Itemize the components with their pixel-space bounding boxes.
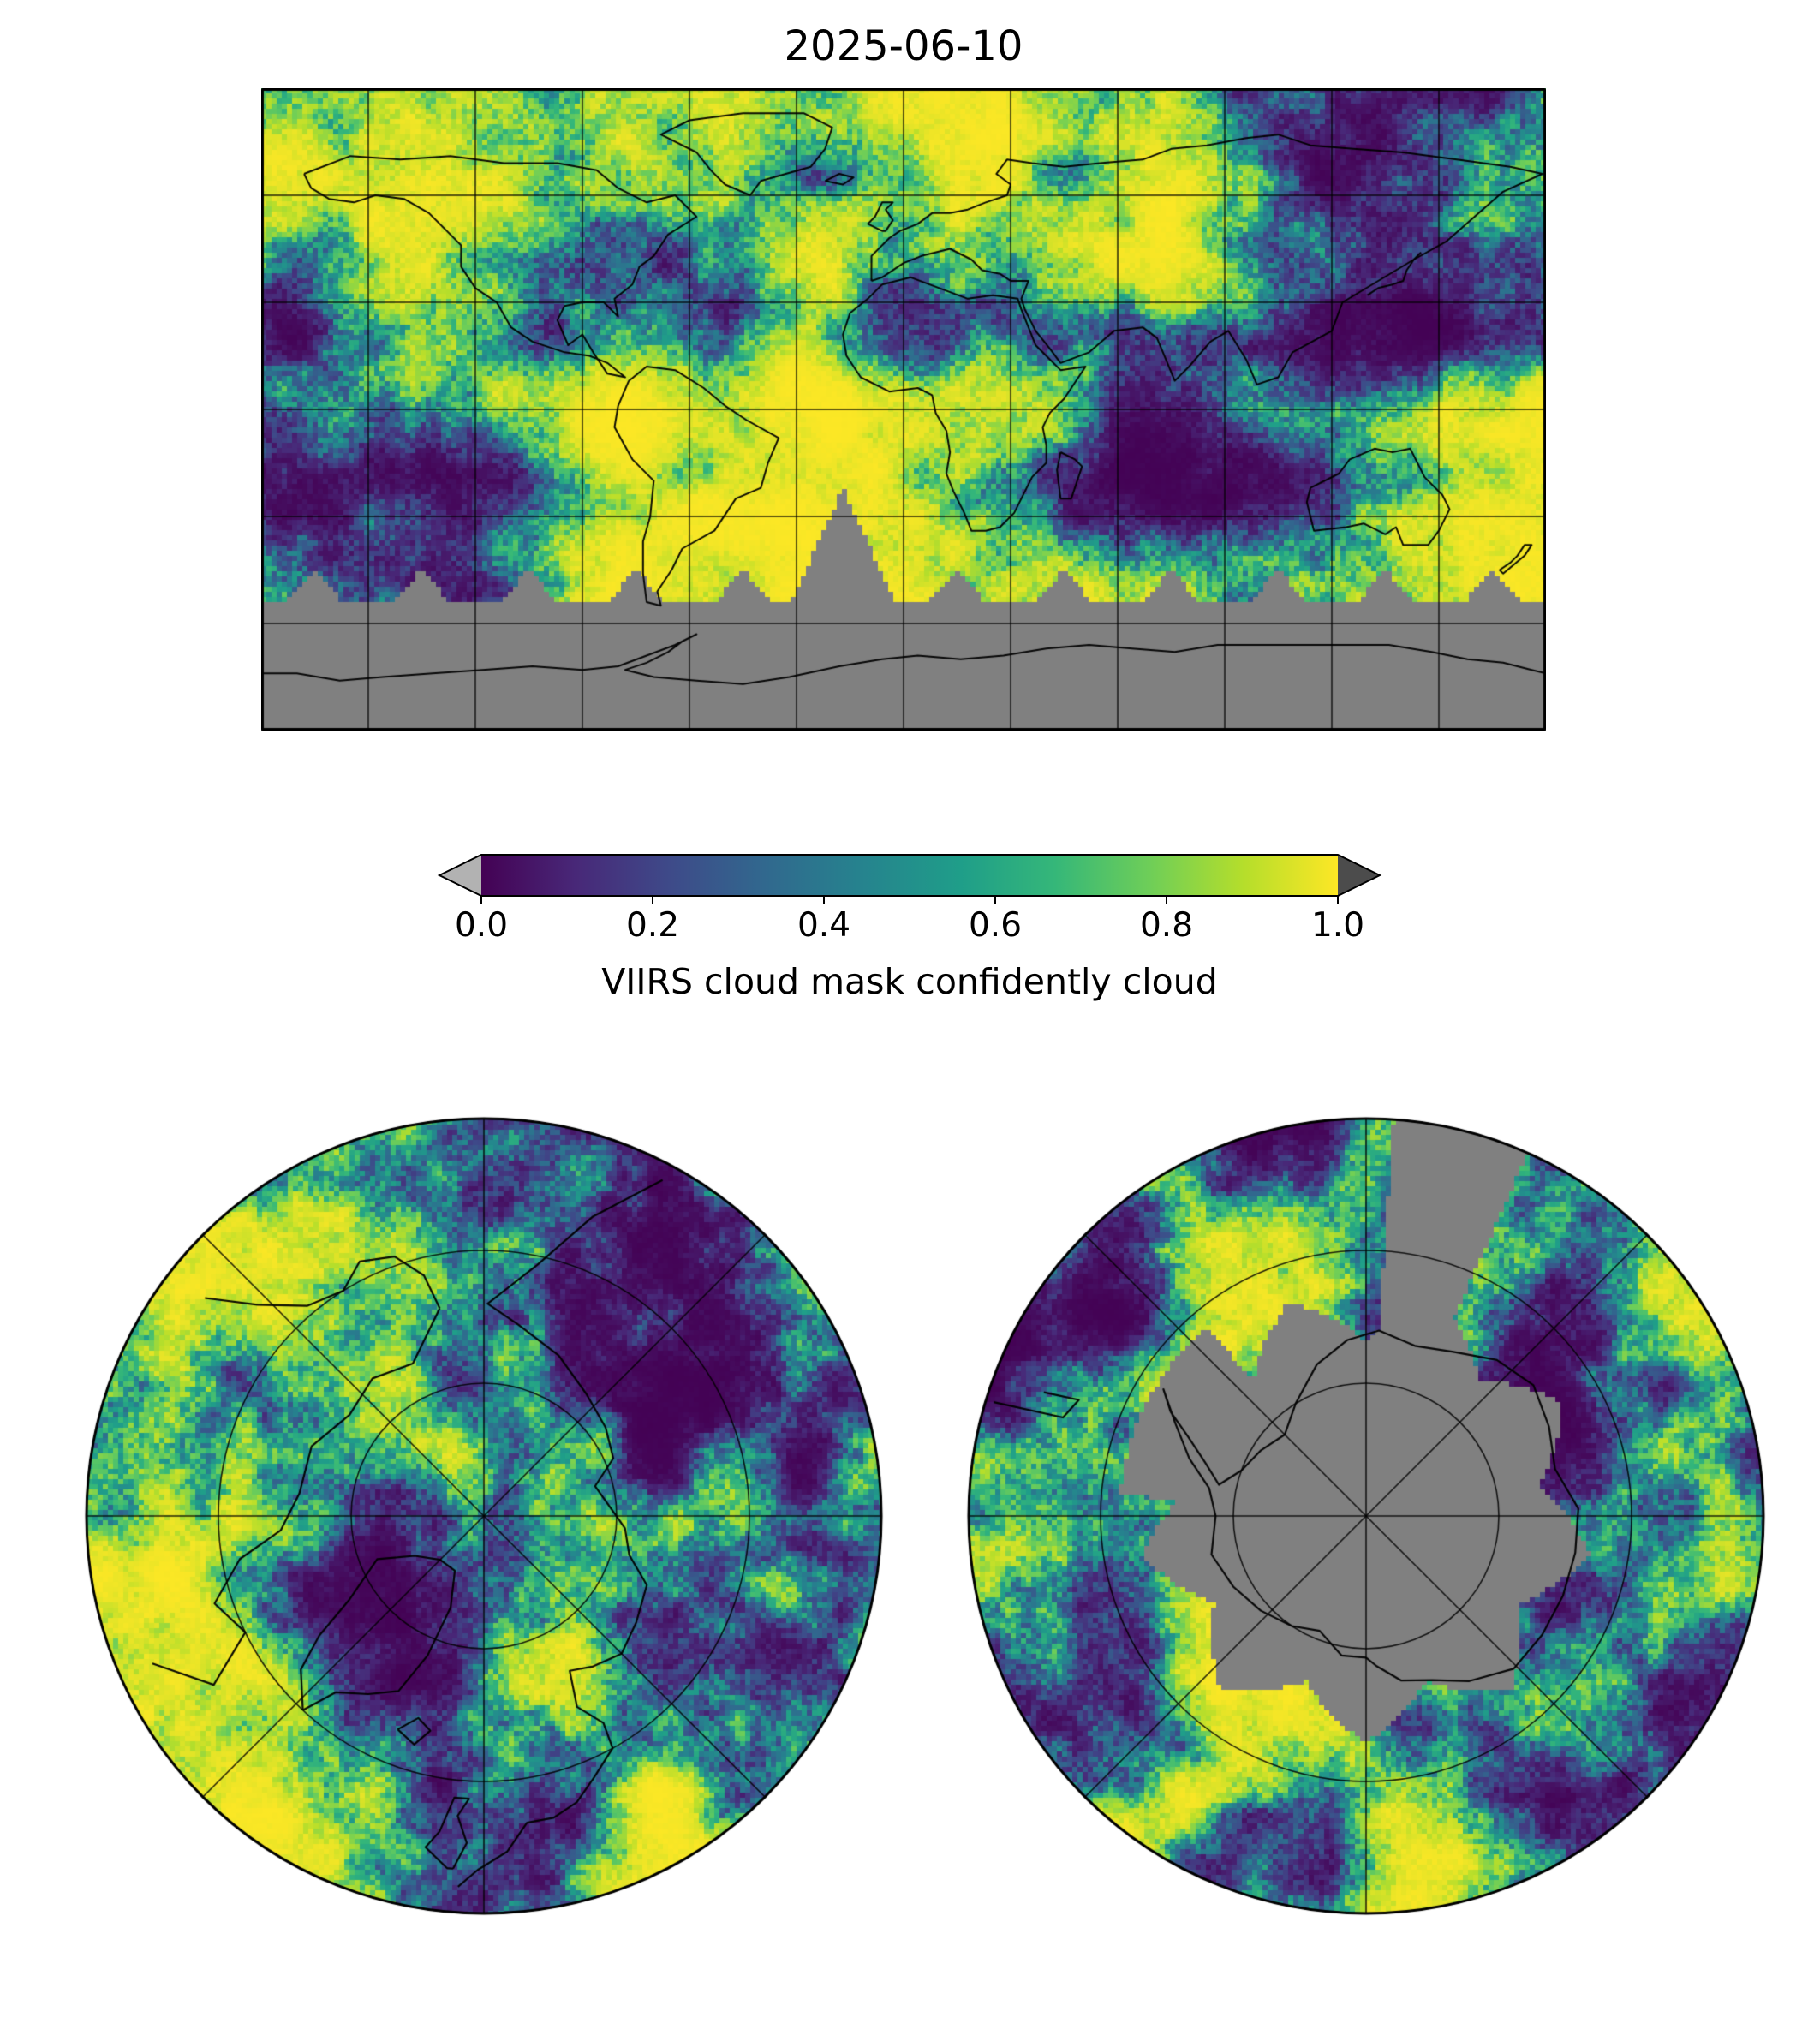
global-cloud-map-panel (261, 88, 1546, 731)
colorbar (437, 854, 1382, 904)
colorbar-tick-label: 0.8 (1139, 906, 1194, 945)
south-polar-cloud-map-panel (959, 1109, 1773, 1923)
north-polar-cloud-map-panel (77, 1109, 891, 1923)
colorbar-gradient (481, 855, 1338, 896)
colorbar-tick-label: 0.0 (454, 906, 509, 945)
colorbar-tick-label: 0.6 (968, 906, 1023, 945)
colorbar-tick-label: 0.4 (797, 906, 851, 945)
figure-title: 2025-06-10 (784, 22, 1023, 70)
colorbar-over-arrow (1338, 855, 1380, 896)
colorbar-under-arrow (439, 855, 481, 896)
colorbar-tick-label: 0.2 (625, 906, 680, 945)
colorbar-tick-label: 1.0 (1310, 906, 1365, 945)
colorbar-tick-marks (480, 896, 1339, 904)
colorbar-label: VIIRS cloud mask confidently cloud (601, 961, 1218, 1002)
